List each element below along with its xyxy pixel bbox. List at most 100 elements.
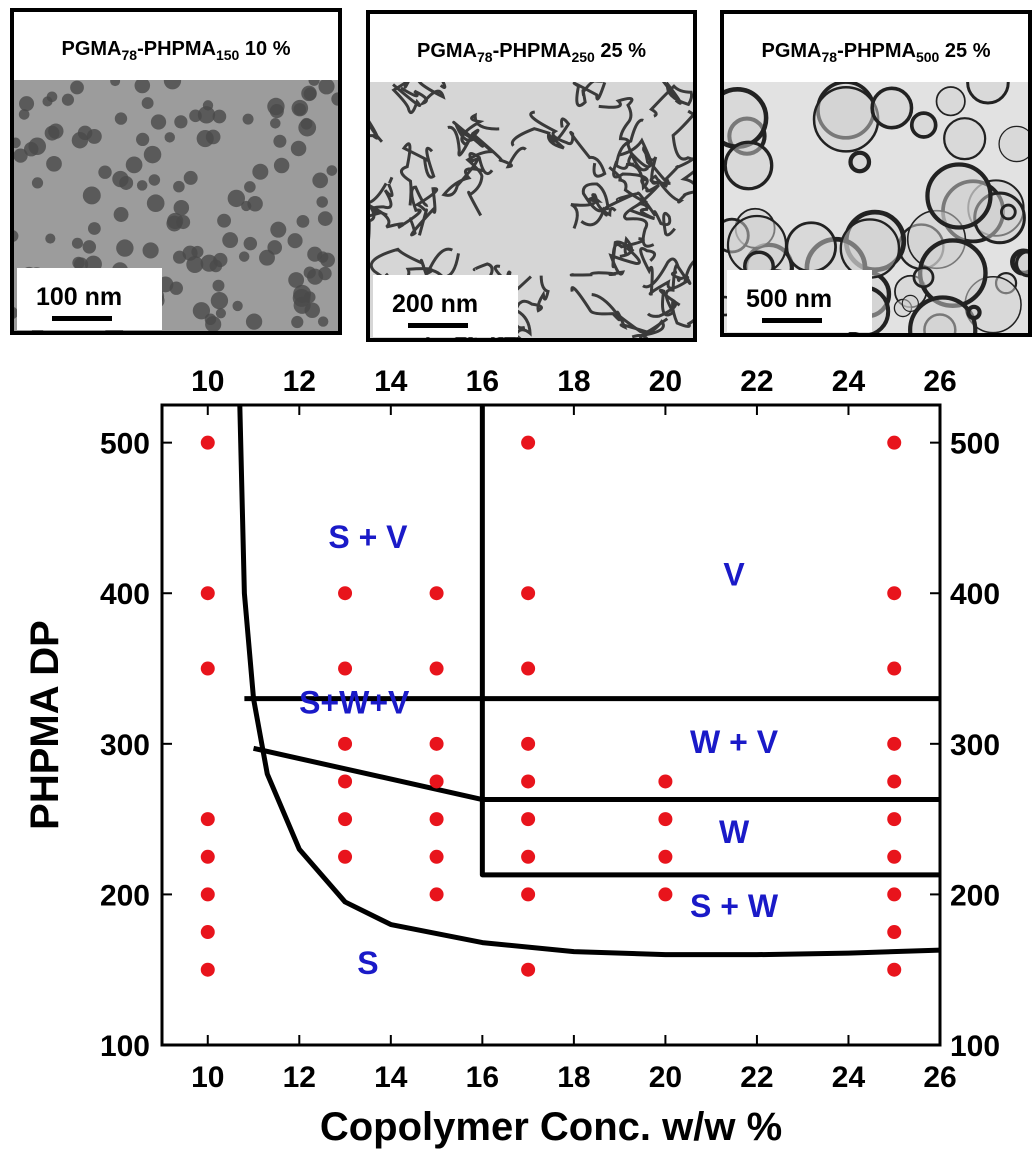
particle bbox=[82, 186, 101, 205]
particle bbox=[252, 163, 269, 180]
scale-bar-label: 500 nm bbox=[746, 285, 832, 313]
worm bbox=[510, 117, 571, 150]
data-point bbox=[887, 586, 902, 601]
subscript: 78 bbox=[477, 49, 493, 65]
data-point bbox=[658, 774, 673, 789]
x-tick-label: 22 bbox=[740, 1061, 773, 1094]
particle bbox=[243, 236, 258, 251]
particle bbox=[18, 109, 30, 120]
scale-bar bbox=[52, 316, 112, 321]
vesicle bbox=[909, 111, 938, 139]
x-tick-label: 10 bbox=[191, 1061, 224, 1094]
particle bbox=[326, 165, 338, 176]
particle bbox=[273, 157, 290, 174]
y-tick-label: 200 bbox=[100, 879, 150, 912]
vesicle bbox=[848, 150, 872, 174]
worm bbox=[598, 96, 650, 172]
region-label: W bbox=[719, 814, 750, 850]
particle bbox=[307, 268, 324, 285]
particle bbox=[270, 118, 281, 129]
particle bbox=[317, 316, 329, 327]
particle bbox=[189, 109, 202, 123]
particle bbox=[318, 78, 335, 95]
title-part: PGMA bbox=[417, 40, 477, 62]
title-part: -PHPMA bbox=[837, 40, 916, 62]
tem-image: 200 nm bbox=[368, 12, 695, 340]
particle bbox=[331, 92, 340, 106]
data-point bbox=[521, 849, 536, 864]
title-part: 25 % bbox=[595, 40, 646, 62]
x-tick-label: 16 bbox=[466, 1061, 499, 1094]
worm bbox=[591, 293, 665, 340]
plot-frame bbox=[160, 403, 942, 1047]
tem-image: 100 nm bbox=[12, 10, 340, 333]
worm bbox=[629, 178, 660, 221]
particle bbox=[166, 215, 183, 232]
worm bbox=[368, 182, 429, 229]
particle bbox=[245, 313, 263, 330]
data-point bbox=[521, 586, 536, 601]
worm bbox=[580, 182, 633, 227]
worm bbox=[447, 112, 500, 157]
vesicle bbox=[722, 87, 769, 150]
data-point bbox=[521, 661, 536, 676]
particle bbox=[273, 134, 287, 148]
y-tick-label-right: 200 bbox=[950, 879, 1000, 912]
particle bbox=[304, 302, 320, 318]
vesicle bbox=[870, 86, 914, 130]
vesicle bbox=[943, 117, 987, 161]
particle bbox=[86, 128, 102, 144]
particle bbox=[173, 199, 190, 216]
particle bbox=[259, 249, 275, 266]
particle bbox=[119, 175, 134, 190]
data-point bbox=[200, 661, 215, 676]
title-part: -PHPMA bbox=[137, 38, 216, 60]
worm bbox=[615, 191, 676, 237]
x-tick-label-top: 16 bbox=[466, 365, 499, 398]
particle bbox=[296, 214, 310, 228]
vesicle bbox=[723, 140, 774, 191]
particle bbox=[212, 279, 225, 292]
particle bbox=[300, 117, 313, 130]
x-tick-label: 26 bbox=[923, 1061, 956, 1094]
data-point bbox=[429, 661, 444, 676]
particle bbox=[61, 93, 75, 106]
x-tick-label-top: 18 bbox=[557, 365, 590, 398]
particle bbox=[227, 189, 246, 208]
particle bbox=[82, 240, 97, 254]
data-point bbox=[521, 435, 536, 450]
particle bbox=[202, 100, 214, 111]
particle bbox=[186, 255, 204, 274]
y-tick-label: 100 bbox=[100, 1030, 150, 1063]
worm bbox=[457, 126, 496, 217]
x-tick-label-top: 26 bbox=[923, 365, 956, 398]
panel-title: PGMA78-PHPMA250 25 % bbox=[417, 40, 646, 65]
data-point bbox=[429, 887, 444, 902]
particle bbox=[12, 137, 21, 149]
vesicle bbox=[935, 86, 966, 117]
data-point bbox=[429, 849, 444, 864]
particle bbox=[312, 172, 329, 189]
vesicle bbox=[901, 294, 919, 313]
vesicle bbox=[812, 86, 880, 153]
x-tick-label-top: 24 bbox=[832, 365, 866, 398]
data-point bbox=[521, 887, 536, 902]
data-point bbox=[429, 586, 444, 601]
vesicle bbox=[785, 221, 837, 273]
particle bbox=[71, 132, 89, 149]
region-label: S bbox=[357, 945, 378, 981]
y-axis-title: PHPMA DP bbox=[23, 620, 67, 830]
worm bbox=[529, 110, 607, 178]
subscript: 250 bbox=[571, 49, 595, 65]
worm bbox=[612, 118, 649, 191]
particle bbox=[205, 316, 222, 333]
worm bbox=[642, 257, 681, 317]
x-tick-label-top: 12 bbox=[283, 365, 316, 398]
particle bbox=[238, 251, 250, 262]
region-label: V bbox=[723, 557, 745, 593]
scale-bar bbox=[762, 318, 822, 323]
vesicle bbox=[908, 295, 978, 335]
region-label: S + W bbox=[690, 888, 779, 924]
x-tick-label: 24 bbox=[832, 1061, 866, 1094]
